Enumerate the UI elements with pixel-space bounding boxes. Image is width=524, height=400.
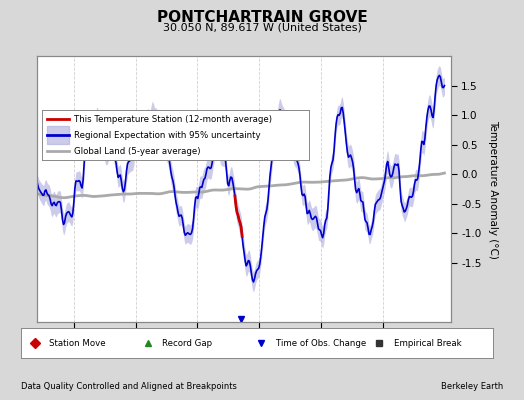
Text: Regional Expectation with 95% uncertainty: Regional Expectation with 95% uncertaint… [74, 130, 260, 140]
Y-axis label: Temperature Anomaly (°C): Temperature Anomaly (°C) [488, 120, 498, 258]
Text: This Temperature Station (12-month average): This Temperature Station (12-month avera… [74, 114, 272, 124]
Text: Global Land (5-year average): Global Land (5-year average) [74, 146, 201, 156]
Text: PONTCHARTRAIN GROVE: PONTCHARTRAIN GROVE [157, 10, 367, 25]
Text: Data Quality Controlled and Aligned at Breakpoints: Data Quality Controlled and Aligned at B… [21, 382, 237, 391]
Text: Time of Obs. Change: Time of Obs. Change [276, 338, 366, 348]
Text: Empirical Break: Empirical Break [394, 338, 461, 348]
Text: Record Gap: Record Gap [162, 338, 213, 348]
Text: Berkeley Earth: Berkeley Earth [441, 382, 503, 391]
Text: Station Move: Station Move [49, 338, 106, 348]
Text: 30.050 N, 89.617 W (United States): 30.050 N, 89.617 W (United States) [162, 22, 362, 32]
